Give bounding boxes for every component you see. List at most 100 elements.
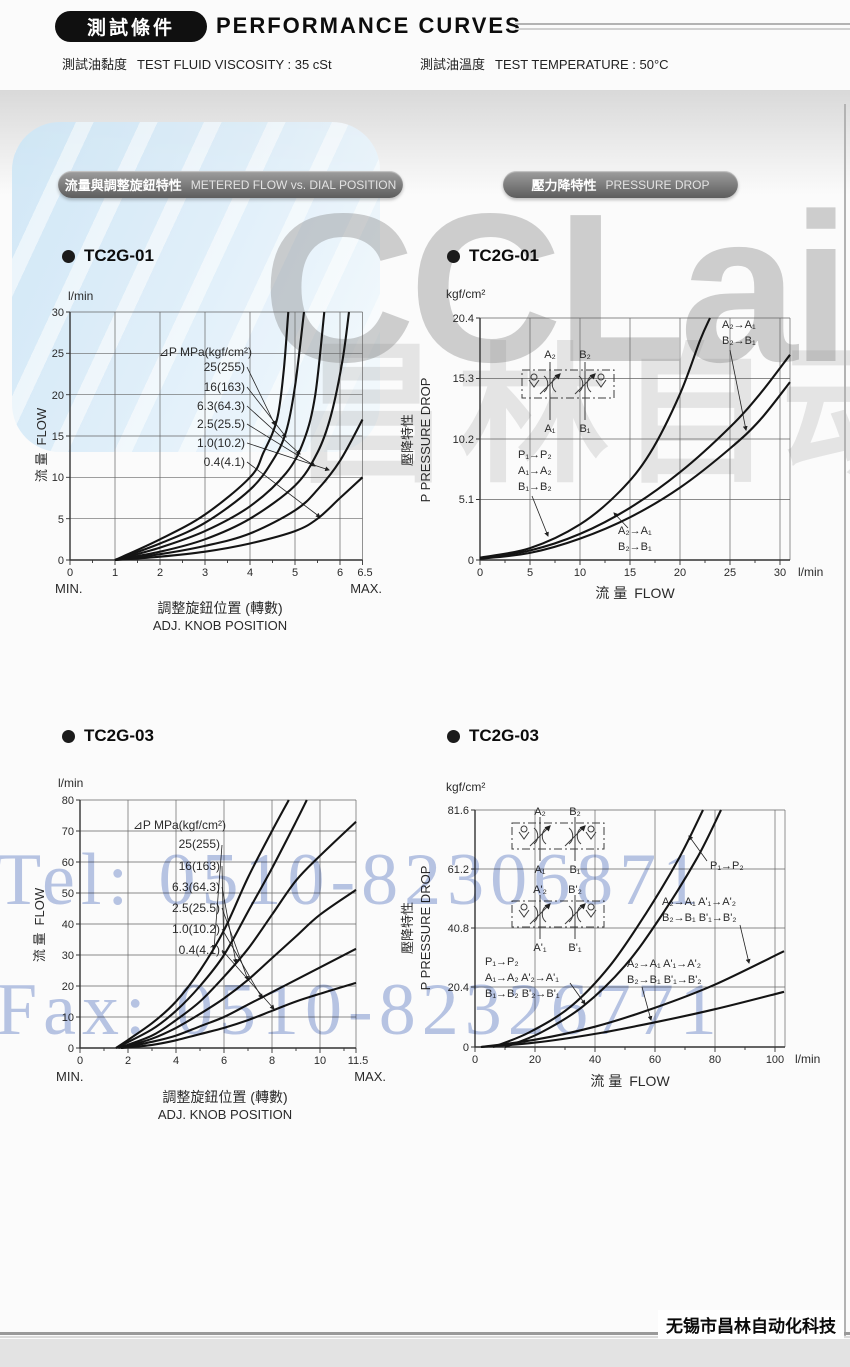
curves: [480, 809, 785, 1049]
max-label: MAX.: [354, 1069, 386, 1084]
svg-text:A₂→A₁: A₂→A₁: [618, 525, 652, 537]
y-unit: kgf/cm²: [446, 780, 485, 794]
y-tick-labels: 20.4 15.3 10.2 5.1 0: [453, 313, 474, 567]
curve-A₂→A₁ / B₂→B₁ (lower): [479, 381, 791, 560]
annotation-left: P₁→P₂ A₁→A₂ B₁→B₂: [518, 449, 552, 537]
viscosity-label-zh: 測試油黏度: [62, 57, 128, 72]
svg-text:0: 0: [463, 1042, 469, 1054]
tab-metered-flow-zh: 流量與調整旋鈕特性: [64, 178, 182, 193]
svg-text:B₂: B₂: [569, 806, 581, 818]
svg-text:A'₂: A'₂: [533, 884, 547, 896]
svg-text:11.5: 11.5: [348, 1055, 369, 1067]
y-axis-label-zh: 壓降特性: [400, 902, 415, 954]
svg-text:20: 20: [529, 1054, 541, 1066]
svg-text:B₂→B₁: B₂→B₁: [722, 335, 756, 347]
svg-text:P₁→P₂: P₁→P₂: [485, 956, 519, 968]
tab-pressure-drop-en: PRESSURE DROP: [605, 177, 710, 192]
x-tick-labels: 0 1 2 3 4 5 6 6.5: [67, 567, 373, 579]
y-tick-labels: 80 70 60 50 40 30 20 10 0: [62, 795, 74, 1055]
svg-text:B₂→B₁ B'₁→B'₂: B₂→B₁ B'₁→B'₂: [627, 974, 702, 986]
y-unit: l/min: [68, 289, 93, 303]
curve-1.0(10.2): [114, 419, 364, 562]
svg-text:B₁→B₂: B₁→B₂: [518, 481, 552, 493]
svg-text:0: 0: [468, 555, 474, 567]
svg-text:60: 60: [649, 1054, 661, 1066]
svg-text:25(255): 25(255): [204, 360, 245, 374]
annotation-p1p2: P₁→P₂: [688, 835, 744, 872]
chart-tc2g03-flow: l/min 80 70 60 50 40 30 20 10 0 0 2 4 6 …: [32, 776, 386, 1122]
title-rule-bottom: [515, 28, 850, 30]
curves: [115, 799, 357, 1050]
footer-rule-dark: [0, 1332, 850, 1335]
svg-text:40: 40: [589, 1054, 601, 1066]
tab-metered-flow-en: METERED FLOW vs. DIAL POSITION: [190, 177, 397, 192]
svg-text:1.0(10.2): 1.0(10.2): [172, 922, 220, 936]
svg-text:0: 0: [67, 567, 73, 579]
x-unit: l/min: [798, 565, 823, 579]
svg-text:20: 20: [674, 567, 686, 579]
max-label: MAX.: [350, 581, 382, 596]
svg-text:80: 80: [709, 1054, 721, 1066]
y-tick-labels: 30 25 20 15 10 5 0: [52, 307, 64, 567]
svg-text:A₁: A₁: [534, 864, 545, 876]
svg-text:30: 30: [774, 567, 786, 579]
svg-text:61.2: 61.2: [448, 864, 469, 876]
x-axis-label-en: ADJ. KNOB POSITION: [153, 618, 287, 633]
legend: ⊿P MPa(kgf/cm²) 25(255) 16(163) 6.3(64.3…: [159, 345, 330, 518]
bullet-icon: [447, 729, 460, 743]
svg-text:10.2: 10.2: [453, 434, 474, 446]
svg-text:2: 2: [157, 567, 163, 579]
svg-text:0: 0: [472, 1054, 478, 1066]
tick-marks: [476, 317, 781, 565]
svg-text:15: 15: [52, 431, 64, 443]
svg-text:A₂: A₂: [534, 806, 546, 818]
svg-text:10: 10: [314, 1055, 326, 1067]
x-tick-labels: 0 2 4 6 8 10 11.5: [77, 1055, 368, 1067]
tick-marks: [471, 809, 776, 1052]
svg-text:1: 1: [112, 567, 118, 579]
annotation-left: P₁→P₂ A₁→A₂ A'₂→A'₁ B₁→B₂ B'₂→B'₁: [485, 956, 586, 1005]
svg-text:40.8: 40.8: [448, 923, 469, 935]
svg-text:81.6: 81.6: [448, 805, 469, 817]
chart-title-text: TC2G-03: [84, 726, 154, 745]
y-axis-label-zh: 壓降特性: [400, 414, 415, 466]
curve-25(255): [114, 311, 290, 561]
legend-title: ⊿P MPa(kgf/cm²): [159, 345, 252, 359]
svg-text:5: 5: [527, 567, 533, 579]
svg-text:100: 100: [766, 1054, 784, 1066]
svg-text:5: 5: [292, 567, 298, 579]
svg-text:A₁: A₁: [544, 423, 555, 435]
svg-text:10: 10: [574, 567, 586, 579]
bullet-icon: [62, 729, 75, 743]
curve-0.4(4.1): [120, 981, 357, 1050]
axes: [474, 810, 785, 1048]
curves: [479, 317, 791, 560]
x-axis-label: 流 量 FLOW: [590, 1073, 670, 1089]
viscosity-label-en: TEST FLUID VISCOSITY : 35 cSt: [137, 57, 332, 72]
svg-text:4: 4: [173, 1055, 179, 1067]
svg-text:B₂: B₂: [579, 349, 591, 361]
gridlines: [480, 317, 791, 560]
svg-text:5: 5: [58, 514, 64, 526]
curves: [114, 311, 364, 562]
svg-text:B₁: B₁: [579, 423, 590, 435]
curve-25(255): [115, 799, 290, 1049]
svg-text:20.4: 20.4: [448, 982, 469, 994]
bottom-gray-band: [0, 1339, 850, 1367]
temperature-label-zh: 測試油溫度: [420, 57, 486, 72]
curve-A₂→A₁ / B₂→B₁ (lower): [480, 990, 785, 1049]
svg-text:6.3(64.3): 6.3(64.3): [172, 880, 220, 894]
bullet-icon: [62, 249, 75, 263]
chart-tc2g01-flow: l/min 30 25 20 15 10 5 0 0 1 2 3 4 5 6 6…: [34, 289, 382, 633]
curve-A₂→A₁ / B₂→B₁ (upper): [480, 950, 785, 1049]
svg-text:15: 15: [624, 567, 636, 579]
test-fluid-viscosity: 測試油黏度 TEST FLUID VISCOSITY : 35 cSt: [62, 54, 332, 73]
x-axis-label-zh: 調整旋鈕位置 (轉數): [162, 1089, 287, 1105]
footer-company: 无锡市昌林自动化科技: [658, 1310, 844, 1339]
svg-text:80: 80: [62, 795, 74, 807]
y-axis-label-en: P PRESSURE DROP: [418, 866, 433, 991]
svg-text:P₁→P₂: P₁→P₂: [710, 860, 744, 872]
tick-marks: [76, 799, 357, 1053]
svg-text:10: 10: [62, 1012, 74, 1024]
svg-text:A₁→A₂ A'₂→A'₁: A₁→A₂ A'₂→A'₁: [485, 972, 559, 984]
